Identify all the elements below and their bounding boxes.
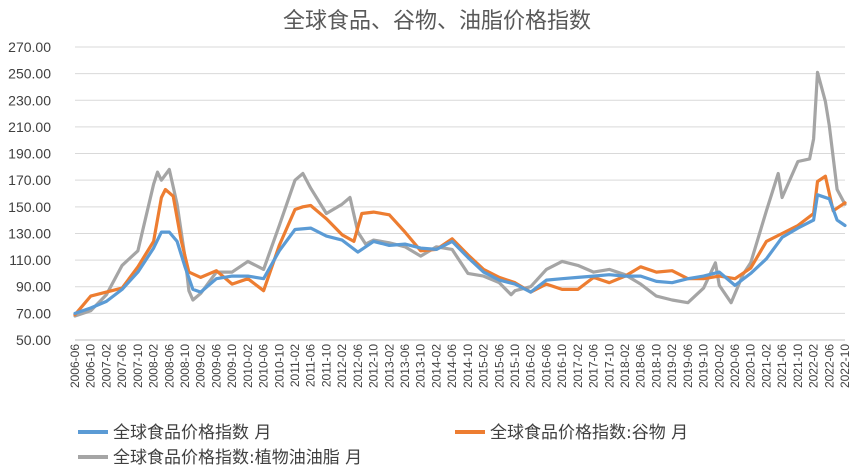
chart-title: 全球食品、谷物、油脂价格指数 — [283, 9, 591, 34]
x-tick-label: 2018-10 — [649, 344, 663, 388]
y-tick-label: 250.00 — [8, 66, 51, 82]
y-tick-label: 110.00 — [9, 252, 51, 268]
x-tick-label: 2021-06 — [775, 344, 789, 388]
series-line-food-index — [73, 193, 847, 315]
y-tick-label: 130.00 — [8, 225, 51, 241]
x-tick-label: 2017-06 — [587, 344, 601, 388]
x-tick-label: 2010-10 — [272, 344, 286, 388]
legend-item-vegoil-index: 全球食品价格指数:植物油油脂 月 — [78, 448, 362, 468]
x-tick-label: 2012-06 — [351, 344, 365, 388]
x-tick-label: 2013-10 — [414, 344, 428, 388]
legend: 全球食品价格指数 月 全球食品价格指数:谷物 月 全球食品价格指数:植物油油脂 … — [78, 423, 688, 468]
x-tick-label: 2008-02 — [147, 344, 161, 388]
x-tick-label: 2021-10 — [791, 344, 805, 388]
x-tick-label: 2010-06 — [257, 344, 271, 388]
series-line-vegoil-index — [73, 70, 847, 318]
x-tick-label: 2022-10 — [838, 344, 852, 388]
y-tick-label: 150.00 — [8, 199, 51, 215]
x-tick-label: 2014-02 — [429, 344, 443, 388]
y-tick-label: 210.00 — [8, 119, 51, 135]
x-tick-label: 2013-02 — [382, 344, 396, 388]
x-tick-label: 2009-10 — [225, 344, 239, 388]
x-tick-label: 2013-06 — [398, 344, 412, 388]
x-tick-label: 2007-06 — [115, 344, 129, 388]
x-tick-label: 2006-10 — [84, 344, 98, 388]
legend-item-food-index: 全球食品价格指数 月 — [78, 423, 271, 443]
legend-label-cereals-index: 全球食品价格指数:谷物 月 — [490, 423, 688, 443]
x-tick-label: 2011-06 — [304, 344, 318, 387]
x-tick-label: 2021-02 — [759, 344, 773, 388]
x-tick-label: 2009-02 — [194, 344, 208, 388]
x-tick-label: 2016-10 — [555, 344, 569, 388]
x-tick-label: 2009-06 — [209, 344, 223, 388]
x-tick-label: 2017-02 — [571, 344, 585, 388]
x-tick-label: 2014-06 — [445, 344, 459, 388]
y-tick-label: 270.00 — [8, 39, 51, 55]
y-tick-label: 190.00 — [8, 146, 51, 162]
x-tick-label: 2018-02 — [618, 344, 632, 388]
x-tick-label: 2012-02 — [335, 344, 349, 388]
legend-label-food-index: 全球食品价格指数 月 — [113, 423, 271, 443]
x-tick-label: 2020-06 — [728, 344, 742, 388]
legend-label-vegoil-index: 全球食品价格指数:植物油油脂 月 — [113, 448, 362, 468]
x-tick-label: 2019-02 — [665, 344, 679, 388]
x-tick-label: 2007-02 — [99, 344, 113, 388]
legend-item-cereals-index: 全球食品价格指数:谷物 月 — [455, 423, 688, 443]
x-tick-label: 2016-06 — [539, 344, 553, 388]
x-tick-label: 2019-10 — [697, 344, 711, 388]
gridlines — [75, 46, 845, 341]
x-axis-tick-labels: 2006-06 2006-10 2007-02 2007-06 2007-10 2008-… — [68, 344, 852, 388]
x-tick-label: 2010-02 — [241, 344, 255, 388]
x-tick-label: 2020-02 — [712, 344, 726, 388]
x-tick-label: 2012-10 — [367, 344, 381, 388]
x-tick-label: 2016-02 — [524, 344, 538, 388]
series-lines — [73, 70, 847, 318]
x-tick-label: 2015-10 — [508, 344, 522, 388]
x-tick-label: 2011-10 — [319, 344, 333, 387]
x-tick-label: 2018-06 — [634, 344, 648, 388]
y-axis-tick-labels: 50.00 70.00 90.00 110.00 130.00 150.00 170.00 1… — [8, 39, 51, 348]
x-tick-label: 2022-02 — [807, 344, 821, 388]
y-tick-label: 230.00 — [8, 92, 51, 108]
x-tick-label: 2019-06 — [681, 344, 695, 388]
x-tick-label: 2015-06 — [492, 344, 506, 388]
x-tick-label: 2007-10 — [131, 344, 145, 388]
x-tick-label: 2015-02 — [477, 344, 491, 388]
y-tick-label: 70.00 — [16, 305, 51, 321]
x-tick-label: 2006-06 — [68, 344, 82, 388]
x-tick-label: 2008-06 — [162, 344, 176, 388]
x-tick-label: 2011-02 — [288, 344, 302, 387]
y-tick-label: 170.00 — [8, 172, 51, 188]
x-tick-label: 2008-10 — [178, 344, 192, 388]
x-tick-label: 2017-10 — [602, 344, 616, 388]
x-tick-label: 2020-10 — [744, 344, 758, 388]
x-tick-label: 2022-06 — [822, 344, 836, 388]
y-tick-label: 90.00 — [16, 279, 51, 295]
y-tick-label: 50.00 — [16, 332, 51, 348]
x-tick-label: 2014-10 — [461, 344, 475, 388]
